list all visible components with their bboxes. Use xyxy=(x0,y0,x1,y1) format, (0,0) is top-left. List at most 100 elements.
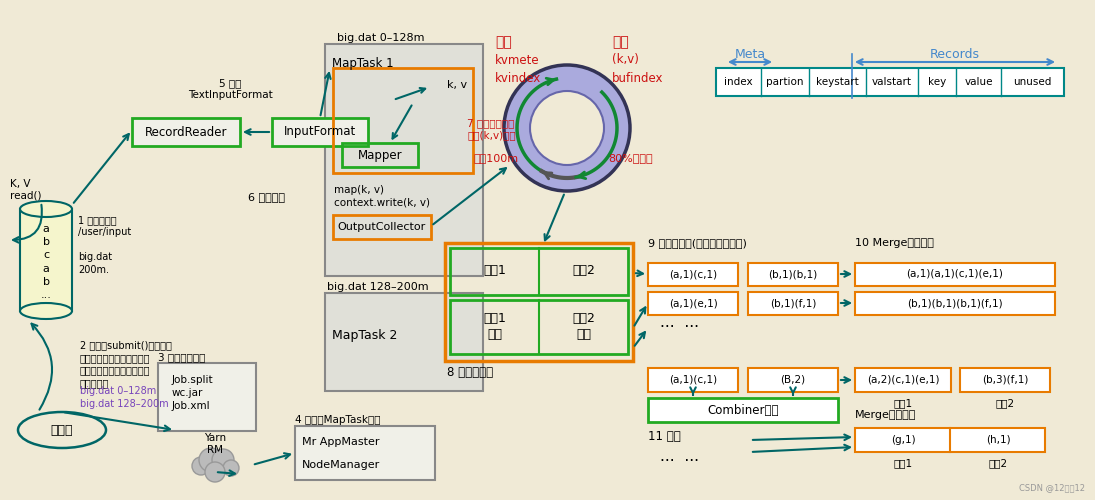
Circle shape xyxy=(205,462,224,482)
FancyBboxPatch shape xyxy=(132,118,240,146)
Text: 80%后反向: 80%后反向 xyxy=(608,153,653,163)
Circle shape xyxy=(504,65,630,191)
FancyBboxPatch shape xyxy=(855,428,1045,452)
Circle shape xyxy=(530,91,604,165)
Text: 1 待处理文件
/user/input

big.dat
200m.: 1 待处理文件 /user/input big.dat 200m. xyxy=(78,215,131,274)
Text: Meta: Meta xyxy=(735,48,765,62)
FancyArrowPatch shape xyxy=(13,204,42,242)
FancyBboxPatch shape xyxy=(855,263,1054,286)
Text: 5 默认
TextInputFormat: 5 默认 TextInputFormat xyxy=(187,78,273,100)
Text: 分区1: 分区1 xyxy=(894,458,912,468)
FancyBboxPatch shape xyxy=(748,368,838,392)
Text: 分区1: 分区1 xyxy=(483,264,506,278)
Text: (b,1)(b,1)(b,1)(f,1): (b,1)(b,1)(b,1)(f,1) xyxy=(907,298,1003,308)
Text: (a,1)(c,1): (a,1)(c,1) xyxy=(669,375,717,385)
Text: (a,1)(c,1): (a,1)(c,1) xyxy=(669,270,717,280)
Text: 分区2: 分区2 xyxy=(995,398,1015,408)
Text: kvmete: kvmete xyxy=(495,54,540,66)
Text: MapTask 1: MapTask 1 xyxy=(332,57,393,70)
FancyBboxPatch shape xyxy=(648,368,738,392)
Text: 8 分区、排序: 8 分区、排序 xyxy=(447,366,493,378)
Text: 11 合并: 11 合并 xyxy=(648,430,681,442)
Text: bufindex: bufindex xyxy=(612,72,664,85)
Text: MapTask 2: MapTask 2 xyxy=(332,328,397,342)
Text: RecordReader: RecordReader xyxy=(145,126,228,138)
FancyBboxPatch shape xyxy=(716,68,1064,96)
Text: 7 向环形缓冲区
写入(k,v)数据: 7 向环形缓冲区 写入(k,v)数据 xyxy=(466,118,516,141)
Text: 分区1: 分区1 xyxy=(894,398,912,408)
Text: 4 计算出MapTask数量: 4 计算出MapTask数量 xyxy=(295,415,380,425)
Text: index: index xyxy=(724,77,753,87)
FancyBboxPatch shape xyxy=(325,44,483,276)
Text: (h,1): (h,1) xyxy=(986,435,1011,445)
Text: 分区2
排序: 分区2 排序 xyxy=(572,312,595,342)
Text: kvindex: kvindex xyxy=(495,72,541,85)
Ellipse shape xyxy=(20,303,72,319)
Text: valstart: valstart xyxy=(872,77,912,87)
FancyBboxPatch shape xyxy=(748,263,838,286)
FancyBboxPatch shape xyxy=(648,292,738,315)
Text: 分区2: 分区2 xyxy=(572,264,595,278)
FancyBboxPatch shape xyxy=(855,292,1054,315)
Text: keystart: keystart xyxy=(816,77,858,87)
Text: partion: partion xyxy=(766,77,804,87)
Text: K, V
read(): K, V read() xyxy=(10,179,42,201)
FancyBboxPatch shape xyxy=(855,368,950,392)
Text: 数据: 数据 xyxy=(612,35,629,49)
Text: Mr AppMaster: Mr AppMaster xyxy=(302,437,380,447)
FancyBboxPatch shape xyxy=(20,209,72,311)
FancyBboxPatch shape xyxy=(325,293,483,391)
Circle shape xyxy=(223,460,239,476)
Text: (g,1): (g,1) xyxy=(890,435,915,445)
Text: (a,2)(c,1)(e,1): (a,2)(c,1)(e,1) xyxy=(867,375,940,385)
Text: big.dat 0–128m: big.dat 0–128m xyxy=(337,33,425,43)
Text: 分区2: 分区2 xyxy=(989,458,1007,468)
Text: key: key xyxy=(927,77,946,87)
Text: value: value xyxy=(965,77,993,87)
Text: big.dat 0–128m
big.dat 128–200m: big.dat 0–128m big.dat 128–200m xyxy=(80,386,169,409)
Text: (a,1)(a,1)(c,1)(e,1): (a,1)(a,1)(c,1)(e,1) xyxy=(907,269,1003,279)
Text: (a,1)(e,1): (a,1)(e,1) xyxy=(669,298,717,308)
Text: CSDN @12十二12: CSDN @12十二12 xyxy=(1019,483,1085,492)
Text: (B,2): (B,2) xyxy=(781,375,806,385)
Text: Yarn
RM: Yarn RM xyxy=(204,433,226,454)
FancyBboxPatch shape xyxy=(272,118,368,146)
Text: 3 提交切片信息: 3 提交切片信息 xyxy=(158,352,206,362)
Text: 客户端: 客户端 xyxy=(50,424,73,436)
Text: 分区1
排序: 分区1 排序 xyxy=(483,312,506,342)
Text: InputFormat: InputFormat xyxy=(284,126,356,138)
Text: 索引: 索引 xyxy=(495,35,511,49)
Text: 10 Merge归并排序: 10 Merge归并排序 xyxy=(855,238,934,248)
Circle shape xyxy=(212,449,234,471)
Text: Merge归并排序: Merge归并排序 xyxy=(855,410,917,420)
Text: map(k, v)
context.write(k, v): map(k, v) context.write(k, v) xyxy=(334,185,430,208)
Text: NodeManager: NodeManager xyxy=(302,460,380,470)
Text: Records: Records xyxy=(930,48,980,62)
Text: 6 逻辑运算: 6 逻辑运算 xyxy=(247,192,285,202)
Text: 9 溢出到文件(分区且区内有序): 9 溢出到文件(分区且区内有序) xyxy=(648,238,747,248)
Ellipse shape xyxy=(20,201,72,217)
Text: big.dat 128–200m: big.dat 128–200m xyxy=(327,282,428,292)
Text: (k,v): (k,v) xyxy=(612,54,638,66)
FancyArrowPatch shape xyxy=(32,324,53,410)
Text: OutputCollector: OutputCollector xyxy=(338,222,426,232)
FancyBboxPatch shape xyxy=(648,263,738,286)
Text: Job.split
wc.jar
Job.xml: Job.split wc.jar Job.xml xyxy=(172,375,214,411)
FancyBboxPatch shape xyxy=(648,398,838,422)
Text: 默认100m: 默认100m xyxy=(474,153,519,163)
Text: 2 客户端submit()前，获取
待处理数据的信息，然后根
据参数配置，形成一个任务
分配的规划: 2 客户端submit()前，获取 待处理数据的信息，然后根 据参数配置，形成一… xyxy=(80,340,172,388)
Circle shape xyxy=(199,448,223,472)
FancyBboxPatch shape xyxy=(158,363,256,431)
Text: (b,1)(b,1): (b,1)(b,1) xyxy=(769,270,818,280)
Text: k, v: k, v xyxy=(447,80,468,90)
FancyBboxPatch shape xyxy=(295,426,435,480)
Text: ···  ···: ··· ··· xyxy=(660,320,700,336)
Text: a
b
c
a
b
...: a b c a b ... xyxy=(41,224,51,300)
Text: (b,3)(f,1): (b,3)(f,1) xyxy=(982,375,1028,385)
Circle shape xyxy=(192,457,210,475)
Text: unused: unused xyxy=(1013,77,1051,87)
Text: Combiner合并: Combiner合并 xyxy=(707,404,779,416)
FancyBboxPatch shape xyxy=(960,368,1050,392)
FancyBboxPatch shape xyxy=(748,292,838,315)
Text: (b,1)(f,1): (b,1)(f,1) xyxy=(770,298,816,308)
